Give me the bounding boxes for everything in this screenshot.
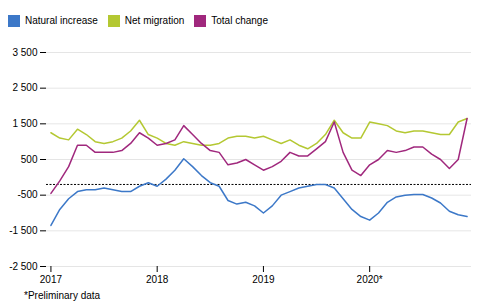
svg-text:2 500: 2 500 (12, 82, 37, 93)
html-text:Natural increase: Natural increase (25, 15, 98, 26)
svg-text:3 500: 3 500 (12, 47, 37, 58)
svg-text:2020*: 2020* (357, 274, 383, 285)
svg-text:500: 500 (21, 154, 38, 165)
svg-text:-500: -500 (17, 189, 37, 200)
svg-text:-2 500: -2 500 (9, 261, 38, 272)
html-text:Net migration: Net migration (124, 15, 185, 26)
html-text:Total change: Total change (211, 15, 268, 26)
svg-text:-1 500: -1 500 (9, 225, 38, 236)
html-text:*Preliminary data: *Preliminary data (24, 290, 101, 301)
svg-text:2017: 2017 (40, 274, 63, 285)
svg-text:2018: 2018 (146, 274, 169, 285)
svg-text:1 500: 1 500 (12, 118, 37, 129)
svg-text:2019: 2019 (252, 274, 275, 285)
